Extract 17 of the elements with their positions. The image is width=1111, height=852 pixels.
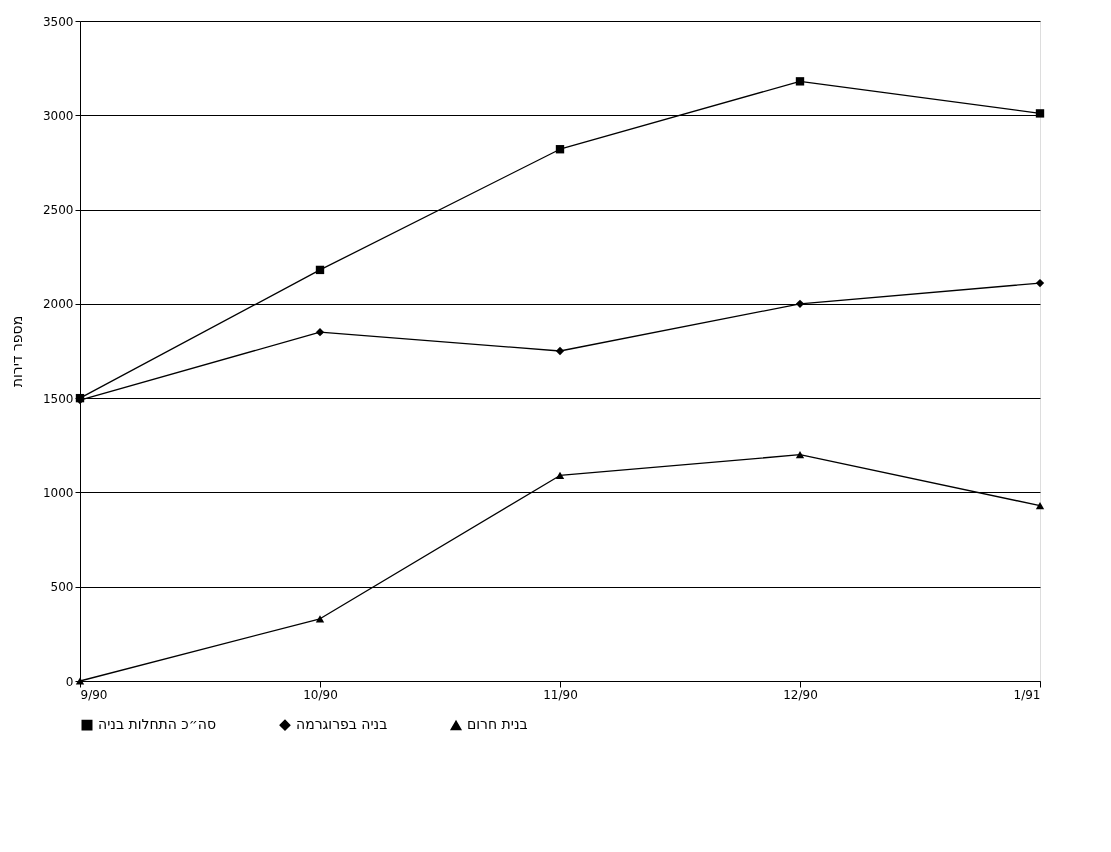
y-tick-label: 1500 xyxy=(42,391,74,406)
y-tick-label: 2500 xyxy=(42,203,74,218)
y-tick-label: 2000 xyxy=(42,297,74,312)
y-tick-label: 1000 xyxy=(42,485,74,500)
y-tick-label: 3500 xyxy=(42,14,74,29)
y-axis-title: מספר דירות xyxy=(8,315,25,388)
x-tick-label: 9/90 xyxy=(80,687,108,702)
legend-label: בנית חרום xyxy=(467,716,528,733)
x-tick-label: 1/91 xyxy=(1013,687,1041,702)
legend-label: בניה בפרוגרמה xyxy=(296,716,388,733)
y-tick-label: 0 xyxy=(65,674,74,689)
y-tick-label: 3000 xyxy=(42,108,74,123)
x-tick-label: 12/90 xyxy=(783,687,818,702)
legend-label: סה״כ התחלות בניה xyxy=(98,716,217,733)
x-tick-label: 10/90 xyxy=(303,687,338,702)
y-tick-label: 500 xyxy=(50,580,74,595)
x-tick-label: 11/90 xyxy=(543,687,578,702)
